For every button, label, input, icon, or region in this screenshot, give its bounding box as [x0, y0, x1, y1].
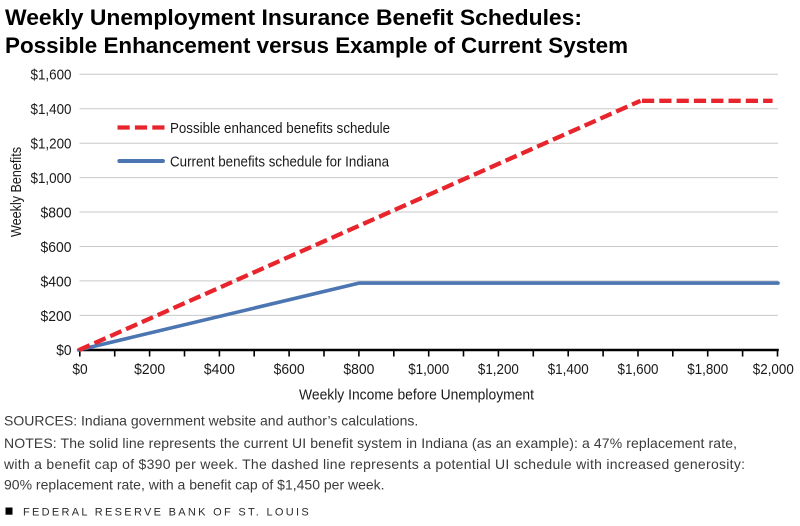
svg-text:$400: $400 [41, 273, 72, 290]
svg-text:Weekly Income before Unemploym: Weekly Income before Unemployment [299, 387, 535, 404]
svg-text:$200: $200 [134, 361, 165, 378]
svg-text:Possible enhanced benefits sch: Possible enhanced benefits schedule [170, 120, 390, 137]
svg-text:$2,000: $2,000 [753, 361, 794, 378]
svg-text:$1,000: $1,000 [31, 170, 72, 187]
svg-text:$600: $600 [274, 361, 305, 378]
svg-text:$0: $0 [56, 342, 71, 359]
svg-text:SOURCES: Indiana government we: SOURCES: Indiana government website and … [4, 413, 418, 429]
svg-text:with a benefit cap of $390 per: with a benefit cap of $390 per week. The… [3, 456, 745, 472]
svg-text:$600: $600 [41, 239, 72, 256]
svg-text:$200: $200 [41, 308, 72, 325]
svg-text:$1,400: $1,400 [31, 101, 72, 118]
svg-text:Weekly Unemployment Insurance: Weekly Unemployment Insurance Benefit Sc… [5, 5, 582, 30]
svg-text:90% replacement rate, with a b: 90% replacement rate, with a benefit cap… [4, 476, 385, 492]
svg-text:$1,800: $1,800 [687, 361, 728, 378]
svg-text:$1,600: $1,600 [618, 361, 659, 378]
svg-text:$1,200: $1,200 [478, 361, 519, 378]
svg-text:$0: $0 [72, 361, 87, 378]
svg-text:Possible Enhancement versus Ex: Possible Enhancement versus Example of C… [5, 33, 628, 58]
svg-text:$1,000: $1,000 [408, 361, 449, 378]
svg-text:$1,600: $1,600 [31, 67, 72, 84]
svg-text:$1,200: $1,200 [31, 136, 72, 153]
svg-text:Weekly Benefits: Weekly Benefits [8, 147, 25, 237]
svg-text:FEDERAL RESERVE BANK OF ST. LO: FEDERAL RESERVE BANK OF ST. LOUIS [23, 507, 311, 519]
svg-text:$800: $800 [343, 361, 374, 378]
svg-text:Current benefits schedule for: Current benefits schedule for Indiana [170, 153, 390, 170]
svg-text:$1,400: $1,400 [548, 361, 589, 378]
svg-text:NOTES: The solid line represen: NOTES: The solid line represents the cur… [4, 435, 737, 451]
svg-text:$800: $800 [41, 204, 72, 221]
svg-text:$400: $400 [204, 361, 235, 378]
